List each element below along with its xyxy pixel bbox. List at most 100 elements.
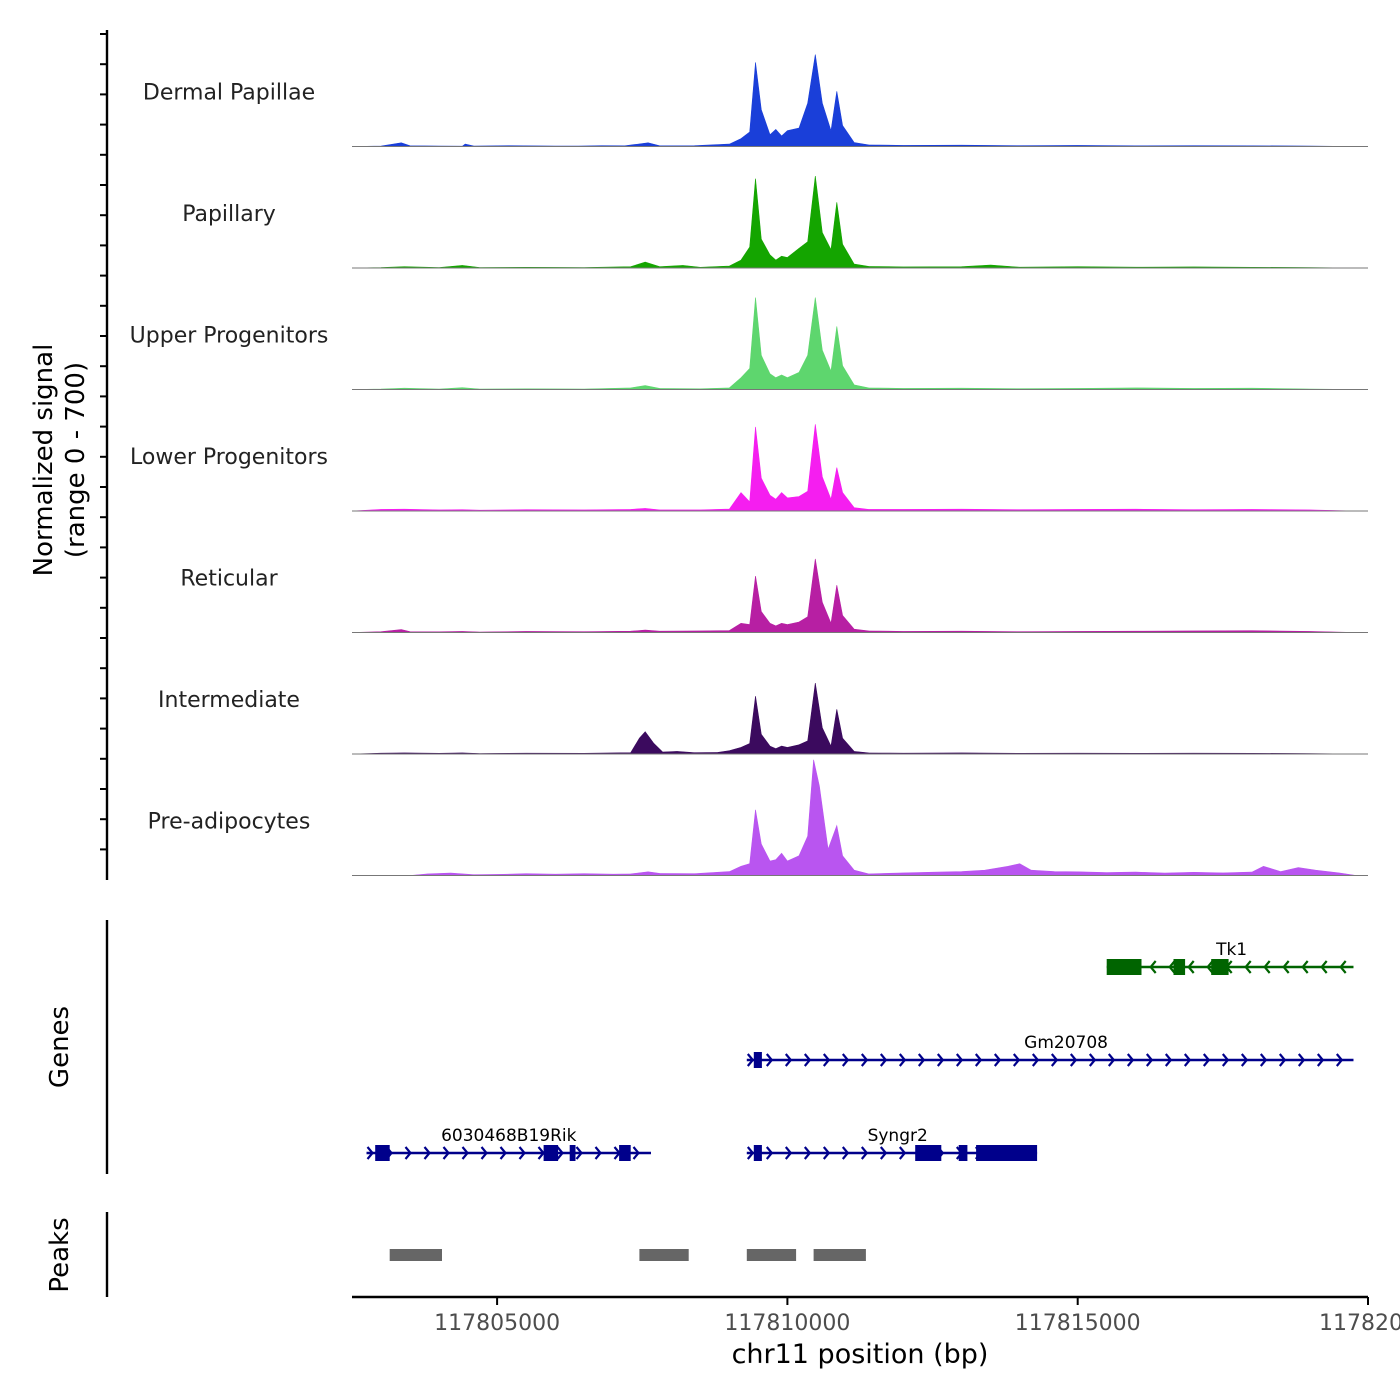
strand-chevron bbox=[765, 1053, 774, 1067]
x-axis-ticks: 117805000 117810000 117815000 1178200 bbox=[434, 1297, 1400, 1336]
gene-label: 6030468B19Rik bbox=[441, 1126, 577, 1146]
strand-chevron bbox=[841, 1146, 850, 1160]
gene-model: 6030468B19Rik bbox=[366, 1126, 651, 1161]
x-axis-title: chr11 position (bp) bbox=[732, 1339, 989, 1370]
gene-label: Syngr2 bbox=[868, 1126, 928, 1146]
strand-chevron bbox=[917, 1053, 926, 1067]
strand-chevron bbox=[1263, 960, 1271, 974]
strand-chevron bbox=[594, 1146, 602, 1160]
exon bbox=[1106, 959, 1142, 975]
strand-chevron bbox=[556, 1146, 564, 1160]
strand-chevron bbox=[1335, 1053, 1344, 1067]
track-label: Pre-adipocytes bbox=[148, 810, 311, 835]
strand-chevron bbox=[1145, 1053, 1154, 1067]
coverage-area bbox=[351, 424, 1357, 512]
strand-chevron bbox=[1069, 1053, 1078, 1067]
strand-chevron bbox=[784, 1146, 793, 1160]
strand-chevron bbox=[860, 1053, 869, 1067]
strand-chevron bbox=[746, 1053, 755, 1067]
exon bbox=[753, 1052, 762, 1068]
strand-chevron bbox=[1339, 960, 1347, 974]
gene-label: Gm20708 bbox=[1024, 1033, 1108, 1053]
gene-model: Tk1 bbox=[1106, 940, 1354, 975]
coverage-area bbox=[351, 175, 1357, 269]
strand-chevron bbox=[1088, 1053, 1097, 1067]
strand-chevron bbox=[1168, 960, 1176, 974]
coverage-track: Papillary bbox=[182, 175, 1368, 269]
track-label: Dermal Papillae bbox=[143, 81, 315, 106]
track-label: Upper Progenitors bbox=[130, 324, 329, 349]
strand-chevron bbox=[1282, 960, 1290, 974]
strand-chevron bbox=[1244, 960, 1252, 974]
strand-chevron bbox=[1316, 1053, 1325, 1067]
strand-chevron bbox=[1206, 960, 1214, 974]
strand-chevron bbox=[974, 1053, 983, 1067]
strand-chevron bbox=[1297, 1053, 1306, 1067]
strand-chevron bbox=[898, 1146, 907, 1160]
exon bbox=[569, 1145, 576, 1161]
strand-chevron bbox=[1012, 1053, 1021, 1067]
track-label: Lower Progenitors bbox=[130, 445, 328, 470]
coverage-area bbox=[351, 682, 1357, 755]
strand-chevron bbox=[1221, 1053, 1230, 1067]
track-label: Intermediate bbox=[158, 688, 300, 713]
coverage-track: Dermal Papillae bbox=[143, 54, 1368, 147]
strand-chevron bbox=[1126, 1053, 1135, 1067]
strand-chevron bbox=[404, 1146, 412, 1160]
exon bbox=[958, 1145, 968, 1161]
strand-chevron bbox=[765, 1146, 774, 1160]
strand-chevron bbox=[803, 1146, 812, 1160]
x-tick-label: 1178200 bbox=[1319, 1311, 1400, 1336]
strand-chevron bbox=[1259, 1053, 1268, 1067]
strand-chevron bbox=[993, 1053, 1002, 1067]
strand-chevron bbox=[955, 1053, 964, 1067]
strand-chevron bbox=[841, 1053, 850, 1067]
coverage-track: Intermediate bbox=[158, 682, 1368, 755]
strand-chevron bbox=[442, 1146, 450, 1160]
coverage-area bbox=[351, 54, 1357, 147]
gene-model: Syngr2 bbox=[746, 1126, 1038, 1161]
x-tick-label: 117805000 bbox=[434, 1311, 560, 1336]
strand-chevron bbox=[822, 1053, 831, 1067]
strand-chevron bbox=[366, 1146, 374, 1160]
exon bbox=[915, 1145, 942, 1161]
strand-chevron bbox=[879, 1146, 888, 1160]
peaks-axis-title: Peaks bbox=[45, 1217, 75, 1292]
coverage-tracks: Dermal Papillae Papillary Upper Progenitor… bbox=[130, 54, 1368, 876]
strand-chevron bbox=[1301, 960, 1309, 974]
strand-chevron bbox=[784, 1053, 793, 1067]
x-tick-label: 117810000 bbox=[724, 1311, 850, 1336]
strand-chevron bbox=[499, 1146, 507, 1160]
strand-chevron bbox=[803, 1053, 812, 1067]
strand-chevron bbox=[1031, 1053, 1040, 1067]
strand-chevron bbox=[936, 1053, 945, 1067]
peak bbox=[746, 1249, 797, 1261]
coverage-track: Pre-adipocytes bbox=[148, 759, 1368, 876]
strand-chevron bbox=[1187, 960, 1195, 974]
signal-axis-subtitle: (range 0 - 700) bbox=[61, 362, 91, 558]
strand-chevron bbox=[1050, 1053, 1059, 1067]
track-label: Reticular bbox=[180, 567, 278, 592]
strand-chevron bbox=[1202, 1053, 1211, 1067]
strand-chevron bbox=[461, 1146, 469, 1160]
coverage-area bbox=[351, 297, 1357, 390]
coverage-track: Upper Progenitors bbox=[130, 297, 1368, 390]
exon bbox=[753, 1145, 762, 1161]
signal-axis-title: Normalized signal bbox=[29, 344, 59, 577]
strand-chevron bbox=[1183, 1053, 1192, 1067]
coverage-area bbox=[352, 759, 1357, 876]
strand-chevron bbox=[746, 1146, 755, 1160]
strand-chevron bbox=[1149, 960, 1157, 974]
strand-chevron bbox=[879, 1053, 888, 1067]
signal-axis-ticks bbox=[100, 33, 107, 851]
exon bbox=[543, 1145, 559, 1161]
x-tick-label: 117815000 bbox=[1015, 1311, 1141, 1336]
strand-chevron bbox=[480, 1146, 488, 1160]
peak bbox=[389, 1249, 442, 1261]
strand-chevron bbox=[1240, 1053, 1249, 1067]
peak-track bbox=[389, 1249, 866, 1261]
coverage-track: Reticular bbox=[180, 558, 1368, 633]
peak bbox=[813, 1249, 866, 1261]
strand-chevron bbox=[1320, 960, 1328, 974]
